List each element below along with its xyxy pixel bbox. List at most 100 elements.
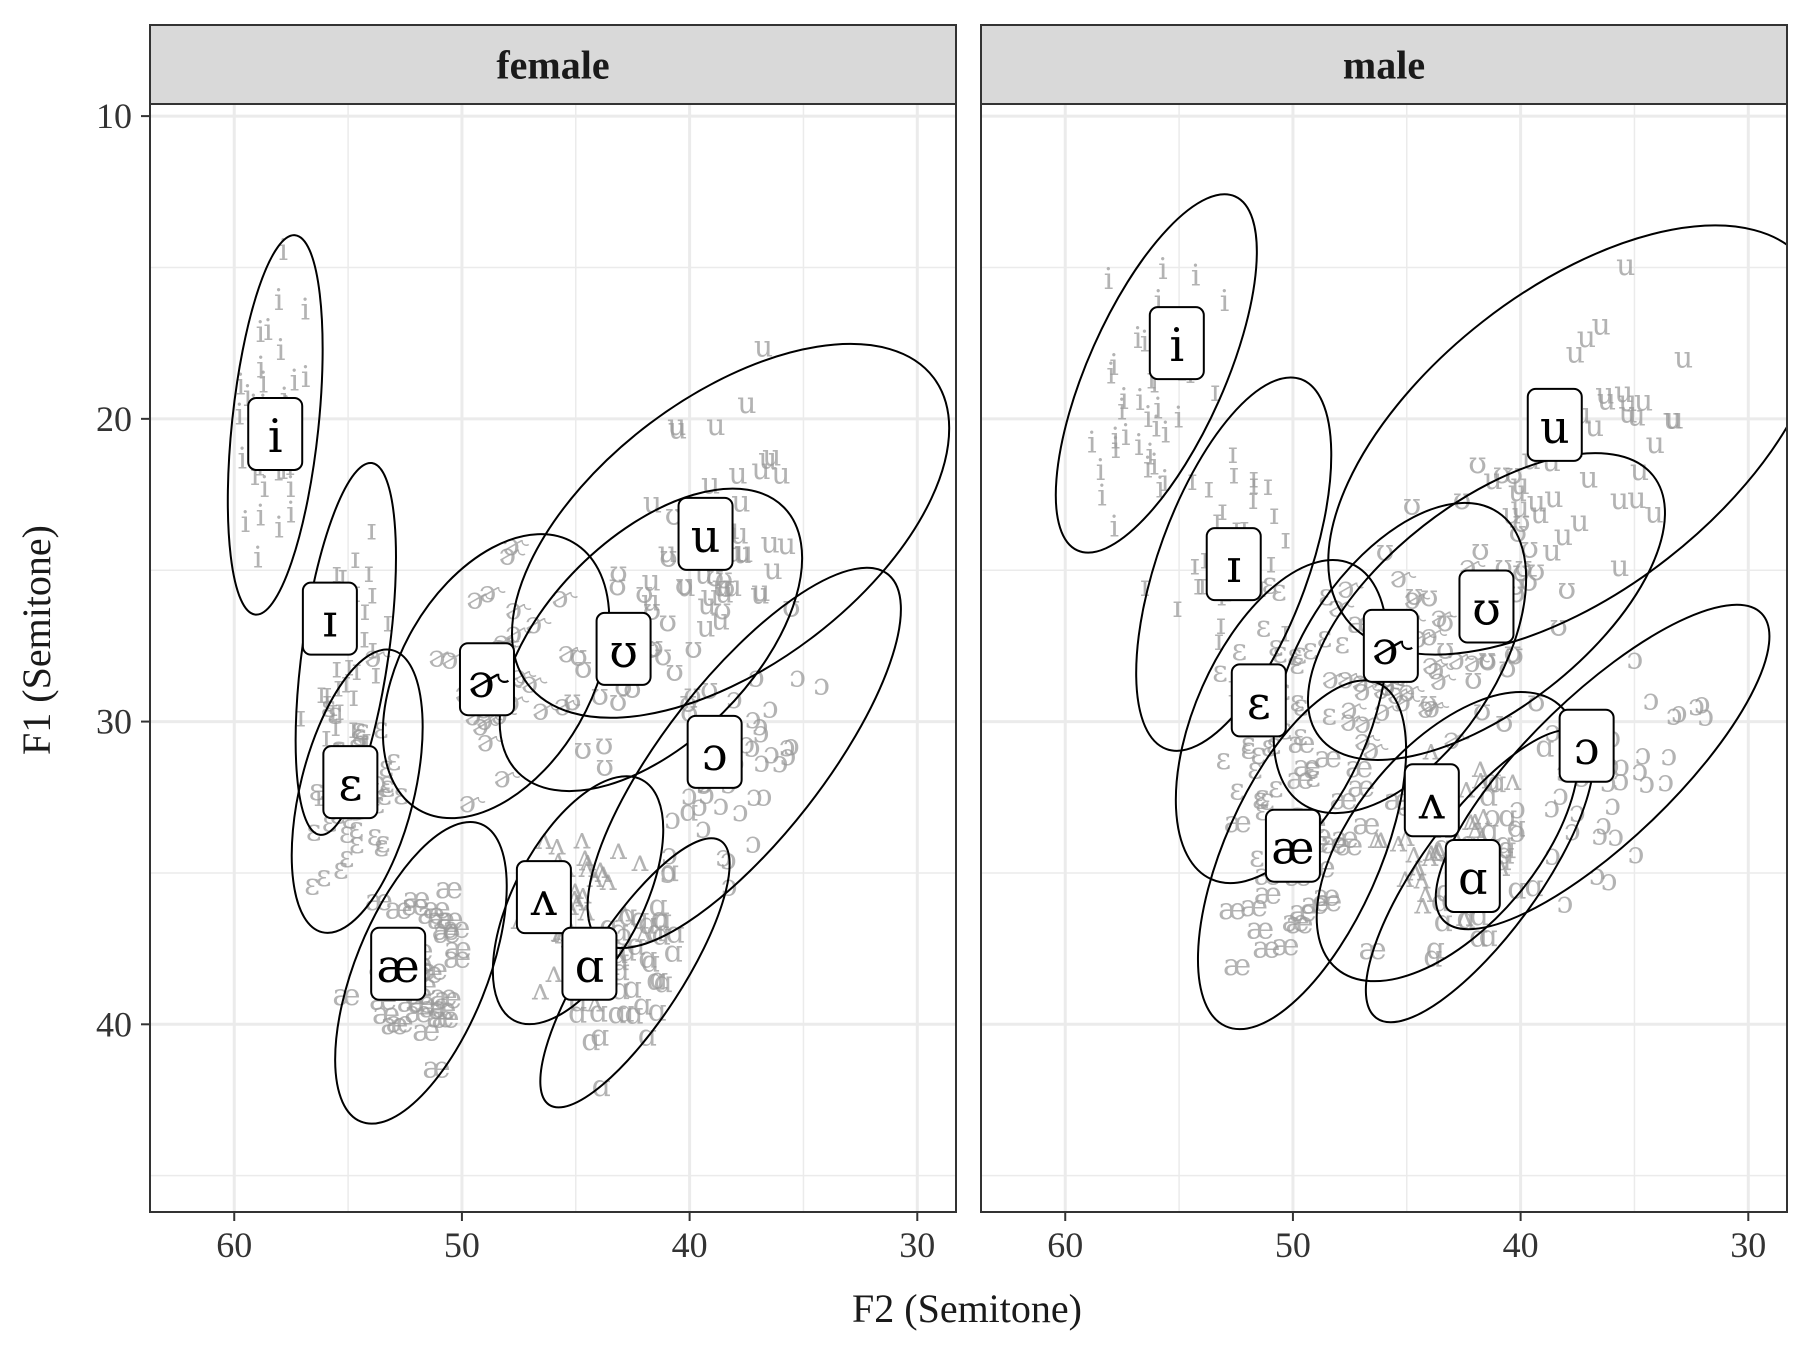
token-point: ɛ [1247,752,1263,787]
token-point: æ [412,1014,440,1049]
token-point: i [1147,362,1157,397]
token-point: ɔ [789,660,806,695]
ellipse-ʊ [1306,452,1666,761]
token-point: ɚ [1420,618,1448,653]
token-point: u [667,408,686,443]
token-point: ɑ [649,961,668,996]
token-point: ɪ [1280,615,1290,650]
token-point: ɪ [338,559,348,594]
token-point: ɑ [646,914,665,949]
token-point: æ [1300,887,1328,922]
token-point: u [762,439,781,474]
token-point: ɛ [1293,689,1309,724]
token-point: i [286,470,296,505]
token-point: ɔ [1552,778,1569,813]
token-point: ʊ [569,638,588,673]
token-point: ʊ [658,604,677,639]
vowel-label-text: ɪ [1226,539,1241,593]
token-point: ɑ [633,987,652,1022]
token-point: u [1597,383,1616,418]
token-point: ʊ [1557,572,1576,607]
token-point: i [260,470,270,505]
token-point: i [256,315,266,350]
vowel-label-text: u [691,509,721,563]
vowel-label-text: ɔ [702,727,728,781]
token-point: ɛ [333,852,349,887]
token-points: iiiiiiiiiiiiiiiiiiiiiiiiiiiiiiiiiiiiiiii… [235,233,830,1104]
token-point: i [276,333,286,368]
token-point: æ [1252,931,1280,966]
token-point: i [1140,324,1150,359]
token-point: i [1150,365,1160,400]
ellipse-u [1327,224,1787,656]
token-point: u [701,466,720,501]
token-point: æ [427,902,455,937]
token-point: ʌ [1474,798,1492,833]
vowel-label-box [247,396,304,471]
token-point: ɪ [331,709,341,744]
token-point: ɑ [1507,810,1526,845]
token-point: ɔ [1543,790,1560,825]
token-point: ɛ [1241,732,1257,767]
token-point: ʊ [1520,563,1539,598]
token-point: i [1106,357,1116,392]
token-point: ɑ [581,1023,600,1058]
vowel-label: u [1526,387,1583,462]
token-point: æ [386,1005,414,1040]
token-point: ɪ [1190,547,1200,582]
token-point: ʌ [1413,886,1431,921]
vowel-label-text: ɑ [1458,851,1487,905]
token-point: ɚ [1336,661,1364,696]
vowel-label-box [301,581,358,656]
vowel-label-text: ɔ [1574,721,1600,775]
token-point: ɔ [762,691,779,726]
token-point: u [1502,497,1521,532]
token-point: ɛ [1289,684,1305,719]
token-point: ɚ [493,760,521,795]
token-point: u [734,535,753,570]
token-point: ʌ [568,883,586,918]
token-point: u [714,575,733,610]
plot-area: iiiiiiiiiiiiiiiiiiiiiiiiiiiiiiiiiiiiiiii… [226,233,951,1125]
token-point: ɚ [466,581,494,616]
token-point: ɚ [502,528,530,563]
y-tick-label: 30 [96,702,132,742]
token-point: ʌ [1389,825,1407,860]
token-point: ɛ [1252,781,1268,816]
token-point: ɪ [364,555,374,590]
token-point: æ [433,915,461,950]
vowel-label: i [1148,306,1205,381]
token-point: ʊ [1478,643,1497,678]
token-point: ʊ [675,568,694,603]
token-point: u [1585,409,1604,444]
token-point: ʌ [1422,733,1440,768]
vowel-label: ɚ [458,642,515,717]
ellipse-ɔ [1434,603,1771,931]
x-tick-label: 50 [444,1225,480,1265]
token-point: ɛ [354,713,370,748]
token-point: ɚ [1421,647,1449,682]
token-point: u [1508,474,1527,509]
token-point: u [1542,534,1561,569]
token-point: ɛ [348,811,364,846]
token-point: ɔ [691,788,708,823]
vowel-label-text: ʊ [609,624,638,678]
token-point: ʌ [594,855,612,890]
token-point: ɔ [695,811,712,846]
token-point: u [1610,482,1629,517]
vowel-label-box [322,745,379,820]
token-point: ɔ [1628,836,1645,871]
token-point: i [274,511,284,546]
token-point: ɛ [316,859,332,894]
token-point: u [641,584,660,619]
token-point: ɔ [780,738,797,773]
token-point: i [237,441,247,476]
token-point: ɪ [1193,567,1203,602]
token-point: ɛ [1292,718,1308,753]
y-axis-title: F1 (Semitone) [14,525,59,755]
token-point: ɛ [1271,573,1287,608]
token-point: ɔ [720,842,737,877]
token-point: ɪ [1140,569,1150,604]
token-point: ɛ [339,816,355,851]
token-point: ɚ [1362,732,1390,767]
